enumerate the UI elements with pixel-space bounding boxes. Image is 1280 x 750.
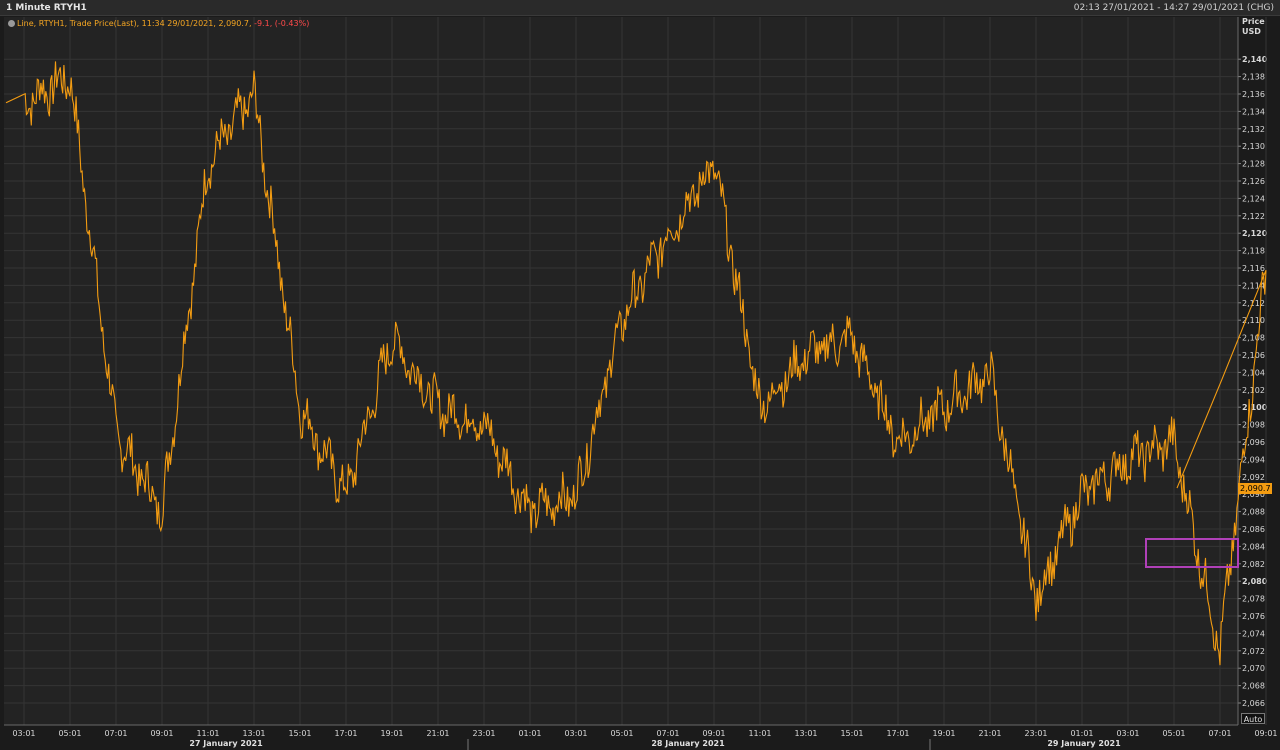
x-tick-label: 03:01 xyxy=(12,729,35,738)
legend-change: -9.1, (-0.43%) xyxy=(254,19,310,28)
y-tick-label: 2,088 xyxy=(1242,508,1265,517)
y-tick-label: 2,090 xyxy=(1242,490,1265,499)
y-tick-label: 2,120 xyxy=(1242,229,1268,238)
date-label: 27 January 2021 xyxy=(189,739,263,748)
x-tick-label: 07:01 xyxy=(1208,729,1231,738)
highlight-box xyxy=(1145,538,1239,568)
x-tick-label: 17:01 xyxy=(886,729,909,738)
y-tick-label: 2,114 xyxy=(1242,281,1265,290)
y-tick-label: 2,128 xyxy=(1242,160,1265,169)
x-tick-label: 15:01 xyxy=(288,729,311,738)
y-tick-label: 2,136 xyxy=(1242,90,1265,99)
date-range: 02:13 27/01/2021 - 14:27 29/01/2021 (CHG… xyxy=(1073,3,1274,13)
y-tick-label: 2,092 xyxy=(1242,473,1265,482)
y-tick-label: 2,082 xyxy=(1242,560,1265,569)
y-axis-unit: Price USD xyxy=(1242,17,1265,37)
y-tick-label: 2,074 xyxy=(1242,629,1265,638)
y-tick-label: 2,070 xyxy=(1242,664,1265,673)
y-tick-label: 2,072 xyxy=(1242,647,1265,656)
date-label: 29 January 2021 xyxy=(1047,739,1121,748)
plot-area[interactable] xyxy=(4,17,1238,725)
x-tick-label: 05:01 xyxy=(610,729,633,738)
y-tick-label: 2,086 xyxy=(1242,525,1265,534)
x-tick-label: 07:01 xyxy=(656,729,679,738)
x-tick-label: 23:01 xyxy=(1024,729,1047,738)
y-tick-label: 2,134 xyxy=(1242,107,1265,116)
date-label: 28 January 2021 xyxy=(651,739,725,748)
y-tick-label: 2,094 xyxy=(1242,455,1265,464)
x-tick-label: 11:01 xyxy=(196,729,219,738)
auto-scale-button[interactable]: Auto xyxy=(1241,713,1265,724)
x-tick-label: 03:01 xyxy=(1116,729,1139,738)
y-tick-label: 2,068 xyxy=(1242,682,1265,691)
legend-text: Line, RTYH1, Trade Price(Last), 11:34 29… xyxy=(17,19,255,28)
y-tick-label: 2,096 xyxy=(1242,438,1265,447)
y-tick-label: 2,126 xyxy=(1242,177,1265,186)
y-tick-label: 2,116 xyxy=(1242,264,1265,273)
chart-title: 1 Minute RTYH1 xyxy=(6,3,87,13)
x-tick-label: 21:01 xyxy=(978,729,1001,738)
x-tick-label: 23:01 xyxy=(472,729,495,738)
y-tick-label: 2,130 xyxy=(1242,142,1265,151)
x-tick-label: 13:01 xyxy=(242,729,265,738)
y-tick-label: 2,076 xyxy=(1242,612,1265,621)
y-tick-label: 2,108 xyxy=(1242,334,1265,343)
x-tick-label: 19:01 xyxy=(380,729,403,738)
x-tick-label: 03:01 xyxy=(564,729,587,738)
x-tick-label: 15:01 xyxy=(840,729,863,738)
y-tick-label: 2,112 xyxy=(1242,299,1265,308)
series-legend[interactable]: Line, RTYH1, Trade Price(Last), 11:34 29… xyxy=(8,17,309,30)
y-axis-unit-currency: USD xyxy=(1242,27,1261,36)
x-tick-label: 19:01 xyxy=(932,729,955,738)
y-tick-label: 2,106 xyxy=(1242,351,1265,360)
x-tick-label: 07:01 xyxy=(104,729,127,738)
y-axis-unit-price: Price xyxy=(1242,17,1265,26)
y-tick-label: 2,080 xyxy=(1242,577,1268,586)
x-tick-label: 09:01 xyxy=(702,729,725,738)
x-tick-label: 17:01 xyxy=(334,729,357,738)
y-tick-label: 2,132 xyxy=(1242,125,1265,134)
x-tick-label: 01:01 xyxy=(1070,729,1093,738)
x-tick-label: 05:01 xyxy=(1162,729,1185,738)
y-tick-label: 2,122 xyxy=(1242,212,1265,221)
y-tick-label: 2,098 xyxy=(1242,421,1265,430)
y-tick-label: 2,138 xyxy=(1242,73,1265,82)
legend-marker-icon[interactable] xyxy=(8,20,15,27)
x-tick-label: 21:01 xyxy=(426,729,449,738)
y-tick-label: 2,110 xyxy=(1242,316,1265,325)
x-tick-label: 05:01 xyxy=(58,729,81,738)
y-tick-label: 2,118 xyxy=(1242,247,1265,256)
y-tick-label: 2,066 xyxy=(1242,699,1265,708)
price-line-series xyxy=(5,61,1267,666)
y-tick-label: 2,124 xyxy=(1242,194,1265,203)
window-titlebar: 1 Minute RTYH1 02:13 27/01/2021 - 14:27 … xyxy=(0,0,1280,16)
last-price-badge: 2,090.7 xyxy=(1238,483,1272,495)
x-tick-label: 13:01 xyxy=(794,729,817,738)
y-tick-label: 2,100 xyxy=(1242,403,1268,412)
x-tick-label: 09:01 xyxy=(1254,729,1277,738)
x-tick-label: 01:01 xyxy=(518,729,541,738)
y-tick-label: 2,140 xyxy=(1242,55,1268,64)
y-tick-label: 2,084 xyxy=(1242,542,1265,551)
x-tick-label: 09:01 xyxy=(150,729,173,738)
y-tick-label: 2,078 xyxy=(1242,595,1265,604)
x-tick-label: 11:01 xyxy=(748,729,771,738)
